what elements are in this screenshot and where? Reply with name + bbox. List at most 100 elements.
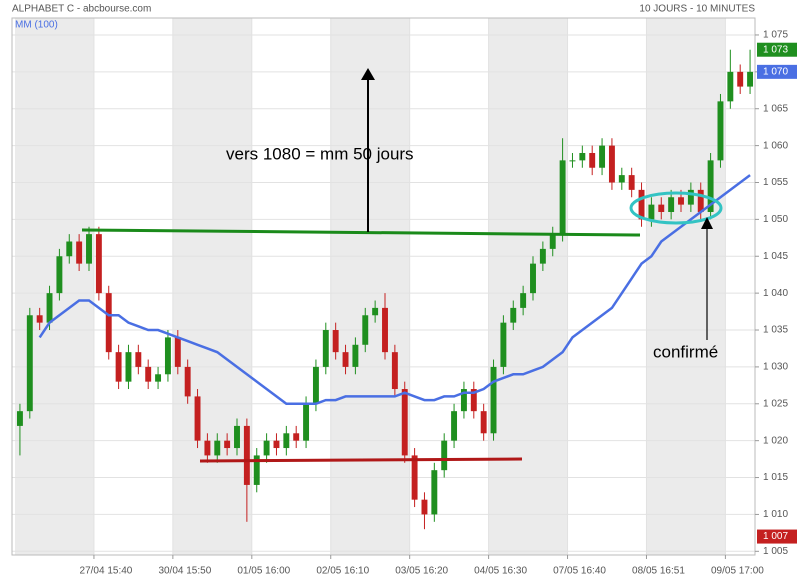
candle-body bbox=[480, 411, 487, 434]
y-tick-label: 1 040 bbox=[763, 288, 788, 299]
candle-body bbox=[618, 175, 625, 183]
x-tick-label: 09/05 17:00 bbox=[711, 566, 764, 577]
candle-body bbox=[342, 352, 349, 367]
y-tick-label: 1 075 bbox=[763, 30, 788, 41]
background bbox=[12, 18, 755, 555]
candle-body bbox=[687, 189, 694, 205]
chart-title: ALPHABET C - abcbourse.com bbox=[12, 4, 151, 15]
candle-body bbox=[510, 307, 517, 323]
candle-body bbox=[36, 315, 43, 323]
y-tick-label: 1 025 bbox=[763, 398, 788, 409]
chart-subtitle: 10 JOURS - 10 MINUTES bbox=[639, 4, 755, 15]
candle-body bbox=[263, 440, 270, 456]
candle-body bbox=[382, 307, 388, 353]
candle-body bbox=[312, 366, 319, 404]
candle-body bbox=[539, 248, 546, 264]
x-tick-label: 01/05 16:00 bbox=[237, 566, 290, 577]
candle-body bbox=[174, 337, 181, 367]
x-tick-label: 27/04 15:40 bbox=[80, 566, 133, 577]
candle-body bbox=[470, 389, 477, 412]
candle-body bbox=[421, 499, 428, 515]
resistance-line bbox=[81, 228, 641, 237]
arrow-head bbox=[701, 217, 713, 229]
candle-body bbox=[56, 256, 63, 294]
x-tick-label: 07/05 16:40 bbox=[553, 566, 606, 577]
y-tick-label: 1 020 bbox=[763, 435, 788, 446]
candle-body bbox=[26, 315, 33, 412]
candle-body bbox=[599, 145, 606, 168]
candle-body bbox=[520, 293, 527, 308]
candle-body bbox=[451, 411, 458, 441]
day-band bbox=[172, 18, 252, 555]
candle-body bbox=[549, 234, 556, 249]
candle-body bbox=[234, 425, 240, 449]
candle-body bbox=[668, 197, 675, 212]
y-tick-label: 1 005 bbox=[763, 546, 788, 557]
x-tick-label: 03/05 16:20 bbox=[395, 566, 448, 577]
candle-body bbox=[273, 440, 280, 449]
candle-body bbox=[658, 204, 665, 212]
candle-body bbox=[362, 315, 369, 345]
candle-body bbox=[747, 71, 754, 87]
candle-body bbox=[332, 330, 339, 353]
candle-body bbox=[322, 330, 329, 367]
y-tick-label: 1 030 bbox=[763, 362, 788, 373]
candle-body bbox=[293, 433, 300, 441]
x-tick-label: 04/05 16:30 bbox=[474, 566, 527, 577]
candle-body bbox=[717, 101, 724, 161]
candle-body bbox=[253, 455, 260, 485]
candle-body bbox=[737, 71, 744, 87]
moving-average-line bbox=[38, 174, 751, 406]
y-tick-label: 1 060 bbox=[763, 140, 788, 151]
day-band bbox=[646, 18, 726, 555]
candle-body bbox=[569, 160, 576, 162]
candle-body bbox=[135, 352, 142, 367]
highlight-ellipse bbox=[629, 191, 723, 225]
candle-body bbox=[391, 352, 398, 390]
candle-body bbox=[224, 440, 231, 449]
annotation: vers 1080 = mm 50 jours bbox=[226, 144, 414, 163]
candle-body bbox=[164, 337, 171, 375]
annotation: confirmé bbox=[653, 342, 718, 361]
candle-body bbox=[589, 152, 596, 168]
candle-body bbox=[243, 425, 250, 485]
candle-body bbox=[441, 440, 448, 471]
x-tick-label: 02/05 16:10 bbox=[316, 566, 369, 577]
candle-body bbox=[372, 307, 379, 316]
marks bbox=[16, 49, 754, 530]
candle-body bbox=[460, 389, 467, 412]
candle-body bbox=[638, 189, 645, 220]
candle-body bbox=[559, 160, 566, 235]
x-tick-label: 30/04 15:50 bbox=[158, 566, 211, 577]
candle-body bbox=[76, 241, 83, 264]
candle-body bbox=[431, 470, 438, 515]
candle-body bbox=[95, 234, 102, 294]
candle-body bbox=[145, 366, 152, 382]
price-label-box bbox=[757, 529, 797, 544]
candle-body bbox=[125, 352, 132, 382]
candle-body bbox=[155, 374, 162, 382]
candle-body bbox=[401, 389, 408, 456]
candle-body bbox=[678, 197, 684, 205]
candle-body bbox=[283, 433, 290, 449]
candle-body bbox=[115, 352, 122, 382]
price-label: 1 007 bbox=[763, 531, 788, 542]
y-tick-label: 1 050 bbox=[763, 214, 788, 225]
annotations: vers 1080 = mm 50 jours confirmé bbox=[81, 68, 723, 463]
candle-body bbox=[411, 455, 418, 500]
candle-body bbox=[500, 322, 507, 367]
candle-body bbox=[303, 403, 310, 441]
candle-body bbox=[628, 175, 635, 190]
candle-body bbox=[608, 145, 615, 183]
candle-body bbox=[697, 189, 704, 212]
candle-body bbox=[46, 293, 53, 323]
day-band bbox=[15, 18, 94, 555]
day-band bbox=[330, 18, 410, 555]
candle-body bbox=[707, 160, 714, 212]
support-line bbox=[199, 457, 523, 463]
y-tick-label: 1 065 bbox=[763, 103, 788, 114]
candle-body bbox=[184, 366, 191, 397]
price-label-box bbox=[757, 42, 797, 57]
candle-body bbox=[727, 71, 734, 102]
